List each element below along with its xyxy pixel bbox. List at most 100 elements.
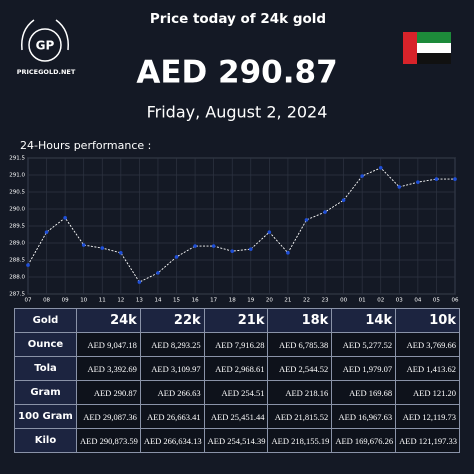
price-cell: AED 169.68 xyxy=(331,380,397,405)
flag-white xyxy=(403,43,451,53)
x-tick-label: 11 xyxy=(99,298,106,304)
y-tick-label: 287.5 xyxy=(9,292,25,298)
price-table: Gold 24k 22k 21k 18k 14k 10k Ounce AED 9,047.18… xyxy=(14,308,460,453)
x-tick-label: 02 xyxy=(377,298,384,304)
data-point xyxy=(248,247,253,251)
data-point xyxy=(341,198,346,202)
flag-black xyxy=(403,53,451,64)
data-point xyxy=(230,249,235,253)
x-tick-label: 01 xyxy=(359,298,366,304)
y-tick-label: 290.5 xyxy=(9,190,25,196)
logo-ring xyxy=(28,28,62,62)
data-point xyxy=(434,177,439,181)
y-tick-label: 291.0 xyxy=(9,173,25,179)
price-cell: AED 254,514.39 xyxy=(203,428,269,453)
price-cell: AED 218.16 xyxy=(267,380,333,405)
x-tick-label: 12 xyxy=(117,298,124,304)
x-tick-label: 04 xyxy=(414,298,421,304)
y-tick-label: 291.5 xyxy=(9,156,25,162)
data-point xyxy=(286,251,290,255)
x-tick-label: 15 xyxy=(173,298,180,304)
price-cell: AED 6,785.38 xyxy=(267,332,333,357)
x-tick-label: 21 xyxy=(284,298,291,304)
data-point xyxy=(44,230,49,234)
price-cell: AED 266.63 xyxy=(139,380,205,405)
logo: GP PRICEGOLD.NET xyxy=(17,19,76,76)
x-tick-label: 23 xyxy=(322,298,329,304)
data-point xyxy=(156,271,160,275)
data-point xyxy=(63,216,67,220)
price-cell: AED 1,413.62 xyxy=(395,356,460,381)
x-tick-label: 16 xyxy=(192,298,199,304)
data-point xyxy=(453,177,457,181)
x-tick-label: 09 xyxy=(62,298,69,304)
date: Friday, August 2, 2024 xyxy=(147,103,328,122)
column-header: 24k xyxy=(76,308,141,333)
y-tick-label: 288.0 xyxy=(9,275,25,281)
flag-green xyxy=(403,32,451,43)
column-header: Gold xyxy=(14,308,77,333)
price-cell: AED 5,277.52 xyxy=(331,332,397,357)
price-cell: AED 25,451.44 xyxy=(203,404,269,429)
logo-leaves xyxy=(21,19,69,51)
column-header: 21k xyxy=(203,308,269,333)
x-tick-label: 14 xyxy=(154,298,161,304)
row-label: 100 Gram xyxy=(14,404,77,429)
price-cell: AED 266,634.13 xyxy=(139,428,205,453)
row-label: Kilo xyxy=(14,428,77,453)
logo-text: GP xyxy=(36,39,55,53)
page-title: Price today of 24k gold xyxy=(150,11,326,27)
x-tick-label: 08 xyxy=(43,298,50,304)
y-tick-label: 289.0 xyxy=(9,241,25,247)
data-point xyxy=(397,185,402,189)
price-cell: AED 16,967.63 xyxy=(331,404,397,429)
x-tick-label: 18 xyxy=(229,298,236,304)
row-label: Tola xyxy=(14,356,77,381)
x-tick-label: 06 xyxy=(452,298,459,304)
price-cell: AED 218,155.19 xyxy=(267,428,333,453)
price-cell: AED 169,676.26 xyxy=(331,428,397,453)
price-cell: AED 290,873.59 xyxy=(76,428,141,453)
table-row: Kilo AED 290,873.59 AED 266,634.13 AED 254,… xyxy=(14,428,460,453)
data-point xyxy=(81,243,86,247)
price-cell: AED 21,815.52 xyxy=(267,404,333,429)
x-tick-label: 17 xyxy=(210,298,217,304)
data-point xyxy=(416,180,420,184)
x-tick-label: 00 xyxy=(340,298,347,304)
price-cell: AED 7,916.28 xyxy=(203,332,269,357)
table-row: Ounce AED 9,047.18 AED 8,293.25 AED 7,916.2… xyxy=(14,332,460,357)
data-point xyxy=(119,251,123,255)
data-point xyxy=(360,174,364,178)
x-tick-label: 22 xyxy=(303,298,310,304)
table-row: 100 Gram AED 29,087.36 AED 26,663.41 AED 25… xyxy=(14,404,460,429)
table-row: Tola AED 3,392.69 AED 3,109.97 AED 2,968.61… xyxy=(14,356,460,381)
header-row: Gold 24k 22k 21k 18k 14k 10k xyxy=(14,308,460,333)
y-tick-label: 288.5 xyxy=(9,258,25,264)
price-cell: AED 12,119.73 xyxy=(395,404,460,429)
price-cell: AED 3,769.66 xyxy=(395,332,460,357)
price: AED 290.87 xyxy=(136,55,337,91)
flag-red xyxy=(403,32,417,64)
data-point xyxy=(137,280,142,284)
site-name: PRICEGOLD.NET xyxy=(17,68,76,76)
price-cell: AED 26,663.41 xyxy=(139,404,205,429)
price-cell: AED 29,087.36 xyxy=(76,404,141,429)
x-tick-label: 03 xyxy=(396,298,403,304)
price-cell: AED 8,293.25 xyxy=(139,332,205,357)
column-header: 14k xyxy=(331,308,397,333)
column-header: 10k xyxy=(395,308,460,333)
flag xyxy=(403,32,451,64)
data-point xyxy=(26,263,30,267)
x-tick-label: 19 xyxy=(247,298,254,304)
price-cell: AED 121.20 xyxy=(395,380,460,405)
price-cell: AED 3,109.97 xyxy=(139,356,205,381)
data-point xyxy=(304,218,309,222)
chart: GP PRICEGOLD.NET Price today of 24k gold… xyxy=(9,11,459,304)
price-cell: AED 121,197.33 xyxy=(395,428,460,453)
table-row: Gram AED 290.87 AED 266.63 AED 254.51 AED 21… xyxy=(14,380,460,405)
price-cell: AED 290.87 xyxy=(76,380,141,405)
data-point xyxy=(267,230,272,234)
data-point xyxy=(211,244,216,248)
chart-title: 24-Hours performance : xyxy=(20,139,151,152)
